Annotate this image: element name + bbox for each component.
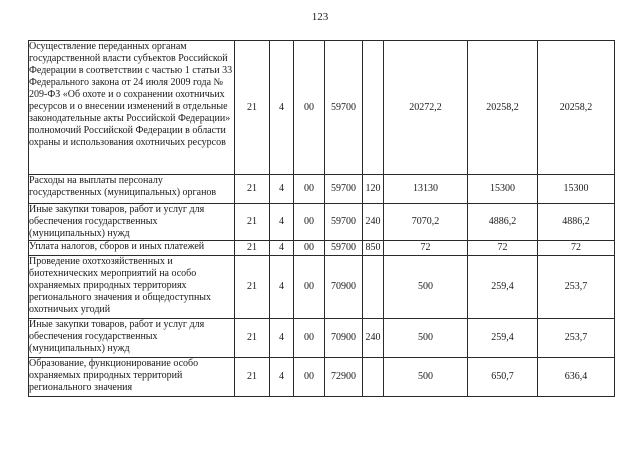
code-cell: 00: [293, 255, 325, 319]
expense-name-cell: Уплата налогов, сборов и иных платежей: [28, 240, 235, 256]
code-cell: 21: [234, 174, 270, 204]
table-row: Иные закупки товаров, работ и услуг для …: [28, 203, 615, 241]
expense-name-cell: Иные закупки товаров, работ и услуг для …: [28, 203, 235, 241]
code-cell: 59700: [324, 174, 363, 204]
code-cell: 21: [234, 240, 270, 256]
amount-cell: 259,4: [467, 255, 538, 319]
expense-name-cell: Расходы на выплаты персоналу государстве…: [28, 174, 235, 204]
expense-name-cell: Иные закупки товаров, работ и услуг для …: [28, 318, 235, 358]
amount-cell: 500: [383, 357, 468, 397]
code-cell: 72900: [324, 357, 363, 397]
code-cell: 21: [234, 255, 270, 319]
expense-name-cell: Образование, функционирование особо охра…: [28, 357, 235, 397]
amount-cell: 259,4: [467, 318, 538, 358]
amount-cell: 72: [537, 240, 615, 256]
code-cell: 4: [269, 40, 294, 175]
amount-cell: 20272,2: [383, 40, 468, 175]
code-cell: 850: [362, 240, 384, 256]
code-cell: 4: [269, 203, 294, 241]
code-cell: 59700: [324, 40, 363, 175]
amount-cell: 20258,2: [467, 40, 538, 175]
code-cell: 59700: [324, 203, 363, 241]
code-cell: 00: [293, 318, 325, 358]
code-cell: 70900: [324, 318, 363, 358]
table-row: Образование, функционирование особо охра…: [28, 357, 615, 397]
code-cell: 4: [269, 318, 294, 358]
amount-cell: 15300: [467, 174, 538, 204]
amount-cell: 13130: [383, 174, 468, 204]
code-cell: 00: [293, 240, 325, 256]
amount-cell: 15300: [537, 174, 615, 204]
amount-cell: 7070,2: [383, 203, 468, 241]
amount-cell: 253,7: [537, 318, 615, 358]
expense-name-cell: Осуществление переданных органам государ…: [28, 40, 235, 175]
amount-cell: 636,4: [537, 357, 615, 397]
amount-cell: 500: [383, 318, 468, 358]
table-row: Иные закупки товаров, работ и услуг для …: [28, 318, 615, 358]
code-cell: 00: [293, 174, 325, 204]
code-cell: 4: [269, 240, 294, 256]
code-cell: 59700: [324, 240, 363, 256]
code-cell: 00: [293, 203, 325, 241]
amount-cell: 4886,2: [467, 203, 538, 241]
code-cell: 00: [293, 357, 325, 397]
code-cell: [362, 357, 384, 397]
table-row: Осуществление переданных органам государ…: [28, 40, 615, 175]
amount-cell: 72: [467, 240, 538, 256]
code-cell: 21: [234, 40, 270, 175]
amount-cell: 20258,2: [537, 40, 615, 175]
code-cell: [362, 40, 384, 175]
code-cell: 21: [234, 203, 270, 241]
code-cell: 4: [269, 174, 294, 204]
code-cell: 21: [234, 357, 270, 397]
amount-cell: 650,7: [467, 357, 538, 397]
amount-cell: 72: [383, 240, 468, 256]
code-cell: 70900: [324, 255, 363, 319]
amount-cell: 500: [383, 255, 468, 319]
amount-cell: 253,7: [537, 255, 615, 319]
amount-cell: 4886,2: [537, 203, 615, 241]
code-cell: 4: [269, 255, 294, 319]
table-row: Проведение охотхозяйственных и биотехнич…: [28, 255, 615, 319]
code-cell: 21: [234, 318, 270, 358]
code-cell: 4: [269, 357, 294, 397]
expense-name-cell: Проведение охотхозяйственных и биотехнич…: [28, 255, 235, 319]
code-cell: 00: [293, 40, 325, 175]
budget-table: Осуществление переданных органам государ…: [28, 40, 615, 397]
table-row: Уплата налогов, сборов и иных платежей 2…: [28, 240, 615, 256]
code-cell: 240: [362, 318, 384, 358]
code-cell: 240: [362, 203, 384, 241]
page-number: 123: [311, 11, 329, 23]
code-cell: [362, 255, 384, 319]
table-row: Расходы на выплаты персоналу государстве…: [28, 174, 615, 204]
code-cell: 120: [362, 174, 384, 204]
